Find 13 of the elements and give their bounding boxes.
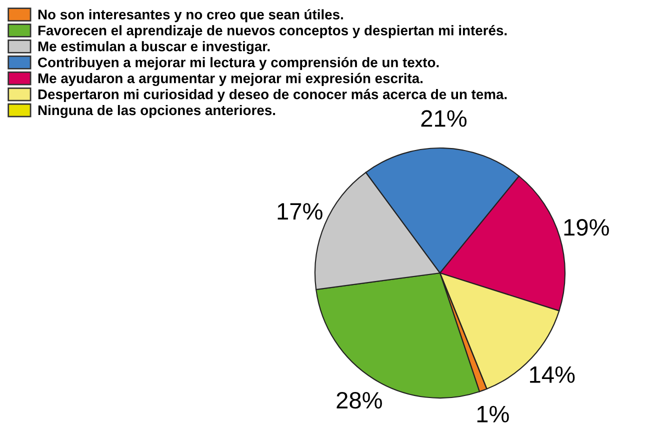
data-label: 28% — [336, 392, 382, 409]
data-label: 14% — [530, 366, 575, 383]
legend-label: Me estimulan a buscar e investigar. — [38, 41, 270, 54]
data-label: 17% — [278, 203, 322, 220]
data-label: 19% — [564, 219, 609, 236]
legend-label: Favorecen el aprendizaje de nuevos conceptos y despiertan mi interés. — [38, 25, 507, 38]
legend-label: Despertaron mi curiosidad y deseo de conocer más acerca de un tema. — [38, 88, 507, 102]
data-label: 21% — [421, 110, 467, 127]
legend-label: Me ayudaron a argumentar y mejorar mi expresión escrita. — [38, 72, 422, 86]
legend-label: Contribuyen a mejorar mi lectura y comprensión de un texto. — [38, 56, 439, 70]
legend-label: No son interesantes y no creo que sean útiles. — [38, 9, 343, 22]
legend-label: Ninguna de las opciones anteriores. — [38, 104, 276, 118]
data-label: 1% — [477, 406, 509, 422]
